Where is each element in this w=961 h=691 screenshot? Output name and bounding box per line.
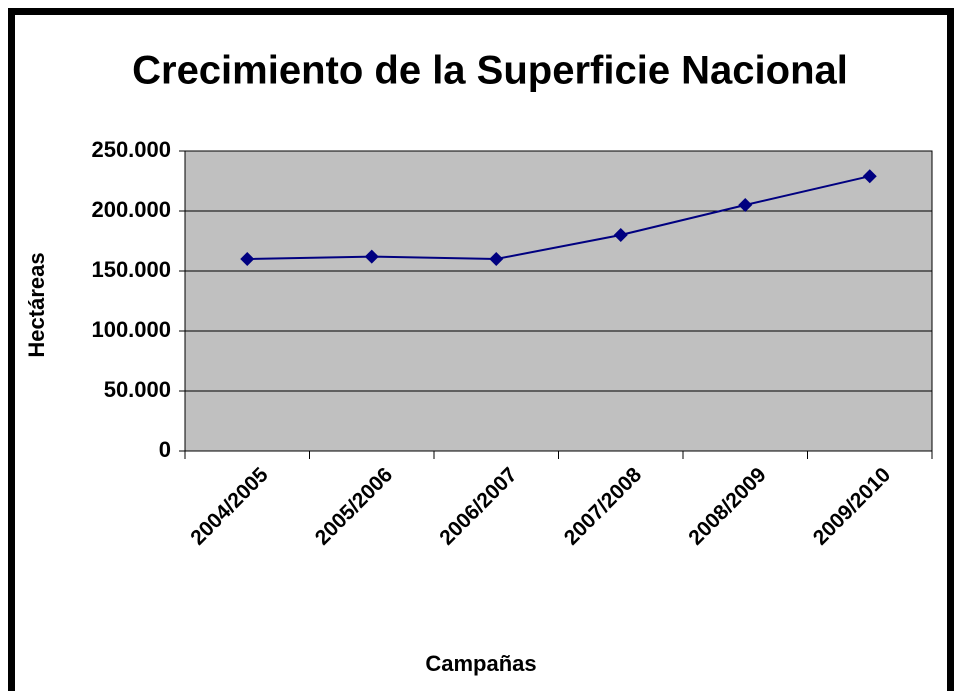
y-tick-label: 100.000 — [91, 317, 171, 342]
chart-title: Crecimiento de la Superficie Nacional — [132, 49, 848, 93]
y-tick-label: 50.000 — [104, 377, 171, 402]
x-tick-label: 2009/2010 — [809, 463, 895, 549]
data-point — [364, 249, 379, 264]
x-axis-title: Campañas — [425, 651, 536, 676]
frame-right — [947, 8, 954, 691]
y-tick-label: 200.000 — [91, 197, 171, 222]
data-point — [240, 252, 255, 266]
x-tick-label: 2004/2005 — [186, 463, 273, 550]
y-tick-label: 150.000 — [91, 257, 171, 282]
y-tick-label: 250.000 — [91, 137, 171, 162]
x-tick-label: 2007/2008 — [560, 463, 647, 550]
x-tick-label: 2006/2007 — [435, 463, 521, 549]
plot-area — [184, 150, 933, 452]
data-point — [862, 169, 877, 184]
y-axis-title: Hectáreas — [24, 252, 49, 357]
data-line — [247, 175, 870, 261]
y-tick-label: 0 — [159, 437, 171, 462]
data-point — [738, 198, 753, 212]
x-tick-label: 2008/2009 — [684, 463, 770, 549]
x-tick-label: 2005/2006 — [311, 463, 397, 549]
data-point — [489, 252, 504, 266]
frame-left — [8, 8, 15, 691]
data-point — [613, 228, 628, 242]
frame-top — [8, 8, 954, 15]
